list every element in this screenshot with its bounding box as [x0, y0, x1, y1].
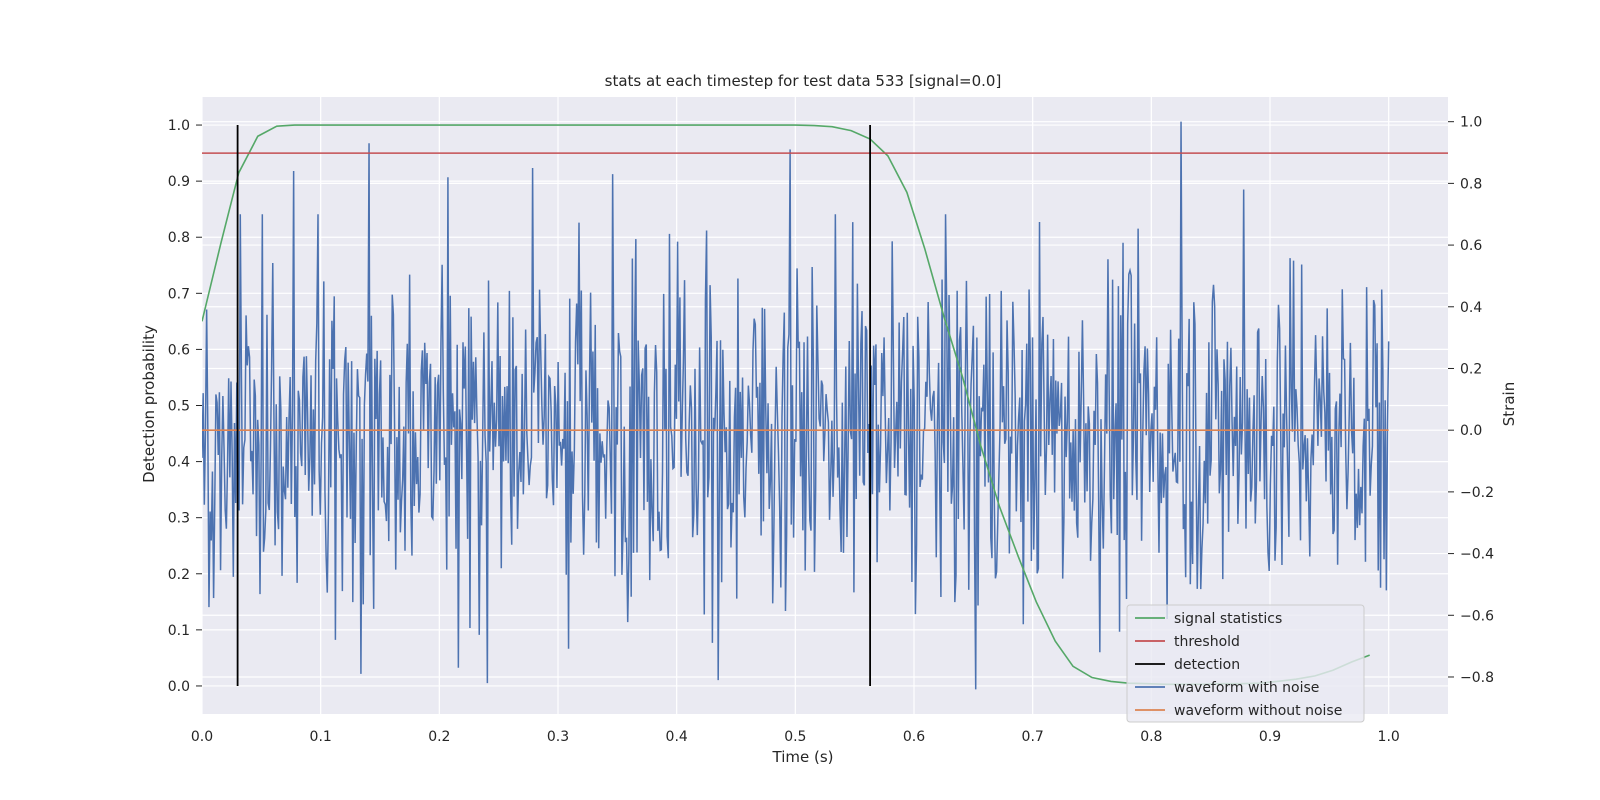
legend-box [1126, 604, 1365, 723]
right-tick-label: −0.2 [1460, 485, 1494, 501]
left-axis-label: Detection probability [140, 325, 158, 483]
left-tick-label: 0.0 [168, 679, 190, 695]
right-tick-label: 1.0 [1460, 115, 1482, 131]
left-tick-label: 0.8 [168, 230, 190, 246]
legend-label: detection [1174, 657, 1240, 673]
x-axis-ticks: 0.0 0.1 0.2 0.3 0.4 0.5 0.6 0.7 0.8 0.9 1.0 [191, 729, 1400, 745]
right-tick-label: 0.2 [1460, 361, 1482, 377]
left-axis-ticks: 0.0 0.1 0.2 0.3 0.4 0.5 0.6 0.7 0.8 0.9 1.0 [168, 118, 202, 695]
x-tick-label: 1.0 [1378, 729, 1400, 745]
right-tick-label: 0.8 [1460, 176, 1482, 192]
right-tick-label: 0.0 [1460, 423, 1482, 439]
waveform-with-noise-line [202, 121, 1390, 690]
legend-label: threshold [1174, 634, 1240, 650]
x-tick-label: 0.6 [903, 729, 925, 745]
x-axis-label: Time (s) [772, 748, 834, 766]
x-tick-label: 0.9 [1259, 729, 1281, 745]
left-tick-label: 0.4 [168, 455, 190, 471]
left-tick-label: 0.7 [168, 286, 190, 302]
right-axis-ticks: −0.8 −0.6 −0.4 −0.2 0.0 0.2 0.4 0.6 0.8 1.0 [1448, 115, 1494, 686]
legend-label: signal statistics [1174, 611, 1282, 627]
right-tick-label: −0.6 [1460, 608, 1494, 624]
chart-title: stats at each timestep for test data 533… [605, 72, 1002, 90]
left-tick-label: 1.0 [168, 118, 190, 134]
legend-label: waveform with noise [1174, 680, 1319, 696]
left-tick-label: 0.9 [168, 174, 190, 190]
x-tick-label: 0.8 [1140, 729, 1162, 745]
x-tick-label: 0.2 [428, 729, 450, 745]
left-tick-label: 0.3 [168, 511, 190, 527]
right-tick-label: −0.4 [1460, 547, 1494, 563]
x-tick-label: 0.0 [191, 729, 213, 745]
left-tick-label: 0.6 [168, 342, 190, 358]
right-tick-label: −0.8 [1460, 670, 1494, 686]
right-tick-label: 0.4 [1460, 300, 1482, 316]
x-tick-label: 0.4 [666, 729, 688, 745]
x-tick-label: 0.3 [547, 729, 569, 745]
right-tick-label: 0.6 [1460, 238, 1482, 254]
grid-lines [201, 97, 1448, 714]
x-tick-label: 0.7 [1022, 729, 1044, 745]
legend-label: waveform without noise [1174, 703, 1342, 719]
left-tick-label: 0.5 [168, 399, 190, 415]
x-tick-label: 0.5 [784, 729, 806, 745]
x-tick-label: 0.1 [310, 729, 332, 745]
left-tick-label: 0.1 [168, 623, 190, 639]
legend: signal statistics threshold detection wavef… [1126, 604, 1365, 723]
left-tick-label: 0.2 [168, 567, 190, 583]
right-axis-label: Strain [1500, 382, 1518, 426]
